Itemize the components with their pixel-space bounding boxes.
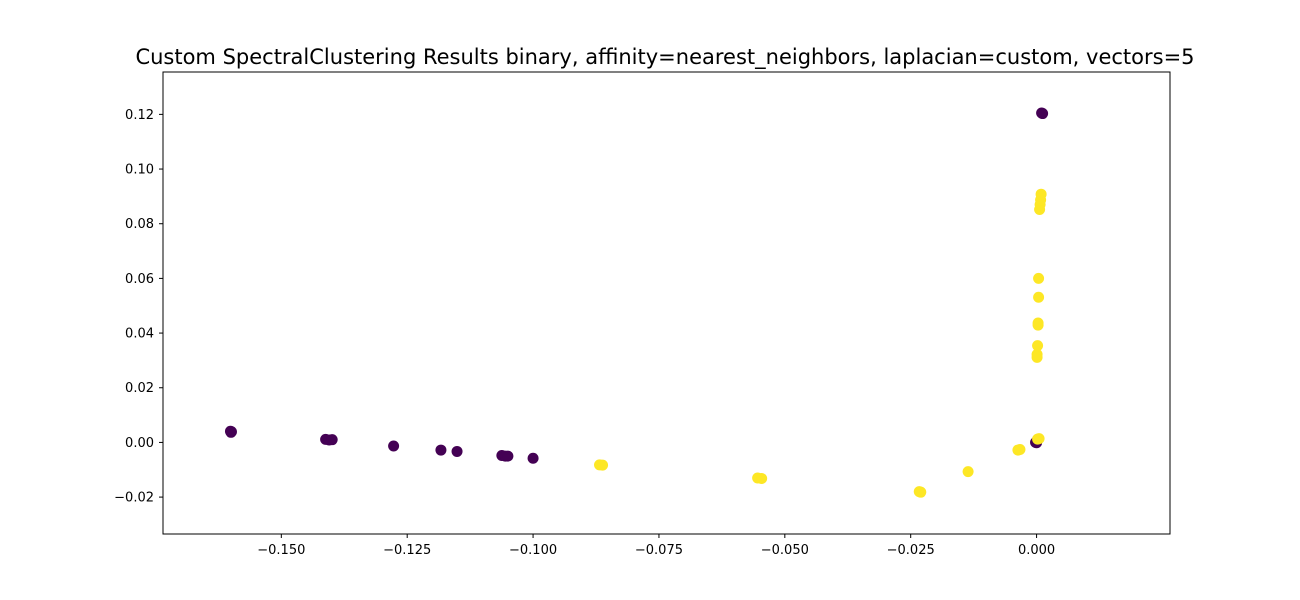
y-tick-label: 0.06: [125, 272, 154, 287]
data-point: [962, 466, 974, 478]
data-point: [451, 445, 463, 457]
data-point: [756, 473, 768, 485]
plot-area: [162, 71, 1171, 535]
x-tick-label: −0.075: [635, 543, 683, 558]
y-tick-label: 0.12: [125, 108, 154, 123]
data-points: [224, 107, 1049, 498]
data-point: [527, 452, 539, 464]
data-point: [1033, 291, 1045, 303]
y-tick-label: 0.10: [125, 163, 154, 178]
data-point: [915, 486, 927, 498]
x-tick-label: −0.150: [257, 543, 305, 558]
data-point: [1031, 348, 1043, 360]
y-tick-label: 0.00: [125, 436, 154, 451]
data-point: [1032, 317, 1044, 329]
data-point: [502, 450, 514, 462]
x-tick-label: −0.050: [761, 543, 809, 558]
data-point: [597, 459, 609, 471]
y-tick-label: −0.02: [114, 491, 154, 506]
chart-title: Custom SpectralClustering Results binary…: [135, 45, 1194, 70]
y-tick-label: 0.08: [125, 217, 154, 232]
data-point: [1033, 272, 1045, 284]
data-point: [388, 440, 400, 452]
data-point: [1032, 340, 1044, 352]
y-tick-label: 0.04: [125, 327, 154, 342]
data-point: [225, 426, 237, 438]
data-point: [435, 444, 447, 456]
x-tick-label: 0.000: [1018, 543, 1055, 558]
data-point: [1037, 108, 1049, 120]
x-tick-label: −0.025: [887, 543, 935, 558]
data-point: [326, 434, 338, 446]
x-tick-label: −0.100: [509, 543, 557, 558]
data-point: [1033, 433, 1045, 445]
data-point: [1014, 444, 1026, 456]
y-tick-label: 0.02: [125, 381, 154, 396]
y-axis: −0.02 0.00 0.02 0.04 0.06 0.08 0.10 0.12: [114, 108, 163, 506]
x-tick-label: −0.125: [383, 543, 431, 558]
x-axis: −0.150 −0.125 −0.100 −0.075 −0.050 −0.025 0.00…: [257, 534, 1055, 558]
data-point: [1035, 188, 1047, 200]
